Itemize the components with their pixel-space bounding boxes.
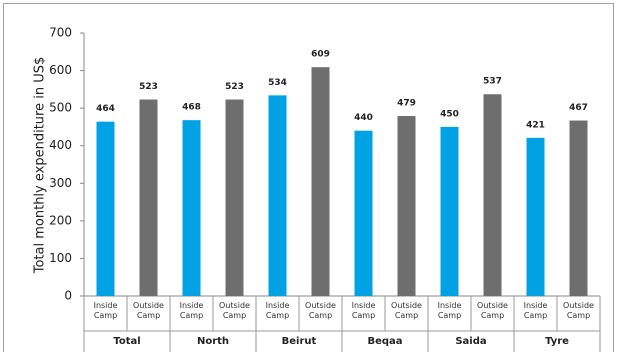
data-label: 537 (483, 77, 502, 87)
y-tick-label: 400 (49, 138, 72, 152)
data-label: 464 (96, 104, 115, 114)
sub-category-label: Outside Camp (391, 301, 422, 320)
category-label: Tyre (545, 336, 569, 347)
sub-category-label: Inside Camp (265, 301, 290, 320)
data-label: 479 (397, 99, 416, 109)
sub-category-label: Inside Camp (437, 301, 462, 320)
y-tick-label: 100 (49, 251, 72, 265)
data-label: 609 (311, 50, 330, 60)
y-tick-label: 300 (49, 176, 72, 190)
y-tick-label: 600 (49, 63, 72, 77)
y-tick-label: 700 (49, 26, 72, 40)
data-label: 523 (139, 82, 158, 92)
category-label: Beirut (282, 336, 317, 347)
y-tick-label: 0 (64, 289, 72, 303)
bar (96, 121, 115, 296)
bar (311, 67, 330, 296)
sub-category-label: Outside Camp (219, 301, 250, 320)
bar (483, 94, 502, 297)
y-axis-title: Total monthly expenditure in US$ (33, 57, 48, 275)
data-label: 440 (354, 113, 373, 123)
sub-category-label: Inside Camp (351, 301, 376, 320)
sub-category-label: Inside Camp (93, 301, 118, 320)
bar (182, 120, 201, 296)
bar (526, 137, 545, 296)
sub-category-label: Outside Camp (305, 301, 336, 320)
bar (354, 130, 373, 296)
bar (268, 95, 287, 297)
sub-category-label: Inside Camp (523, 301, 548, 320)
bar (440, 126, 459, 296)
sub-category-label: Outside Camp (133, 301, 164, 320)
bar (397, 116, 416, 296)
data-label: 468 (182, 103, 201, 113)
category-label: Beqaa (367, 336, 402, 347)
data-label: 523 (225, 82, 244, 92)
bar (225, 99, 244, 296)
data-label: 534 (268, 78, 287, 88)
sub-category-label: Inside Camp (179, 301, 204, 320)
sub-category-label: Outside Camp (563, 301, 594, 320)
chart-frame (3, 3, 614, 352)
sub-category-label: Outside Camp (477, 301, 508, 320)
y-tick-label: 200 (49, 213, 72, 227)
category-label: Saida (455, 336, 486, 347)
bar (139, 99, 158, 296)
bar (569, 120, 588, 296)
category-label: North (197, 336, 229, 347)
data-label: 467 (569, 103, 588, 113)
data-label: 421 (526, 120, 545, 130)
data-label: 450 (440, 109, 459, 119)
y-tick-label: 500 (49, 101, 72, 115)
category-label: Total (113, 336, 140, 347)
